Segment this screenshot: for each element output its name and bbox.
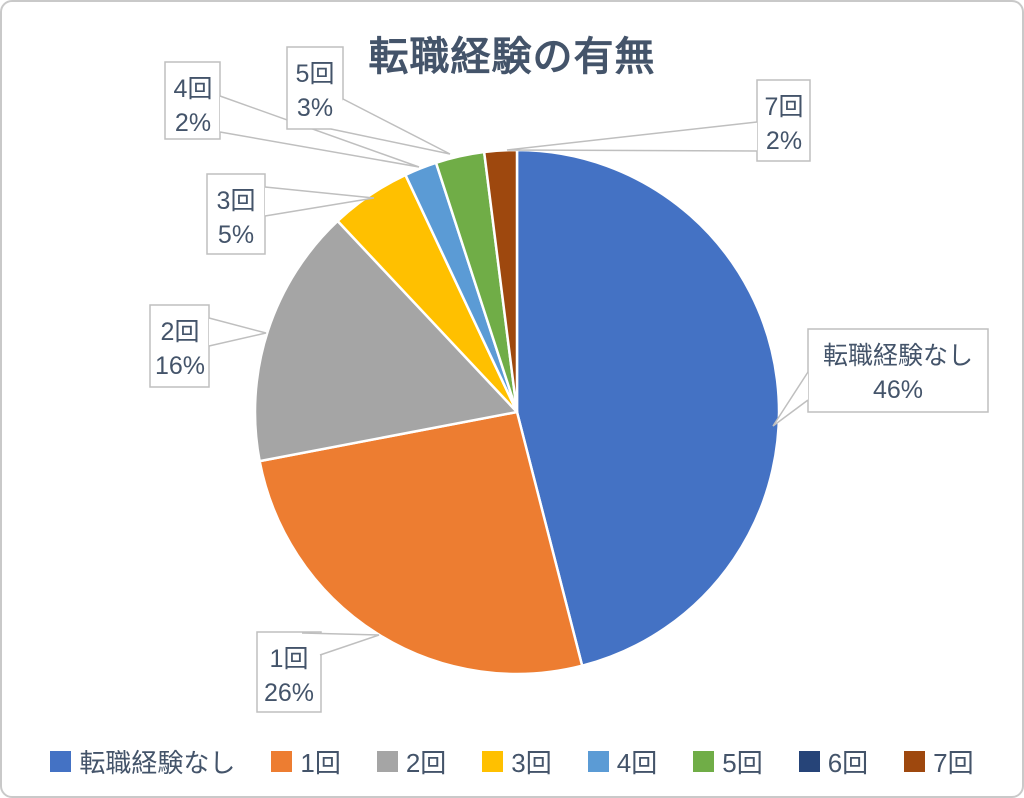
pie-slice-2[interactable] xyxy=(253,219,519,463)
legend-item-4kai[interactable]: 4回 xyxy=(587,743,657,780)
legend-item-2kai[interactable]: 2回 xyxy=(376,743,446,780)
legend: 転職経験なし 1回 2回 3回 4回 5回 6回 7回 xyxy=(2,743,1022,780)
legend-item-3kai[interactable]: 3回 xyxy=(482,743,552,780)
data-label-category: 3回 xyxy=(217,187,256,215)
data-label-percent: 46% xyxy=(873,376,923,404)
pie-slice-1[interactable] xyxy=(258,410,584,676)
data-label-percent: 5% xyxy=(218,221,254,249)
legend-item-6kai[interactable]: 6回 xyxy=(798,743,868,780)
legend-item-nashi[interactable]: 転職経験なし xyxy=(50,743,235,780)
pie-slice-0[interactable] xyxy=(515,148,781,668)
data-label-1kai[interactable]: 1回 26% xyxy=(256,631,380,713)
legend-swatch-3kai xyxy=(482,751,504,772)
data-label-category: 4回 xyxy=(174,75,213,103)
data-label-7kai[interactable]: 7回 2% xyxy=(506,79,811,162)
data-label-3kai[interactable]: 3回 5% xyxy=(206,173,375,255)
data-label-percent: 2% xyxy=(766,127,802,155)
data-label-box[interactable] xyxy=(206,173,266,255)
legend-swatch-1kai xyxy=(271,751,293,772)
data-label-leader xyxy=(208,317,267,347)
data-label-category: 2回 xyxy=(161,318,200,346)
legend-swatch-4kai xyxy=(587,751,609,772)
legend-swatch-6kai xyxy=(798,751,820,772)
data-label-leader xyxy=(772,371,809,427)
data-label-leader xyxy=(330,98,451,155)
legend-swatch-7kai xyxy=(904,751,926,772)
data-label-leader xyxy=(506,121,758,152)
data-label-percent: 26% xyxy=(264,679,314,707)
data-label-box[interactable] xyxy=(756,79,811,162)
data-label-leader xyxy=(301,632,380,656)
data-label-nashi[interactable]: 転職経験なし 46% xyxy=(772,328,989,427)
data-label-box[interactable] xyxy=(286,46,344,130)
data-label-box[interactable] xyxy=(149,304,210,388)
legend-item-1kai[interactable]: 1回 xyxy=(271,743,341,780)
data-label-category: 転職経験なし xyxy=(823,342,973,370)
pie-slices xyxy=(253,148,781,676)
data-label-leader xyxy=(264,186,375,217)
data-label-box[interactable] xyxy=(807,328,989,413)
data-label-percent: 16% xyxy=(155,352,205,380)
data-label-box[interactable] xyxy=(164,61,221,140)
legend-swatch-2kai xyxy=(376,751,398,772)
data-label-category: 1回 xyxy=(270,645,309,673)
data-label-percent: 2% xyxy=(175,109,211,137)
legend-swatch-5kai xyxy=(693,751,715,772)
chart-title: 転職経験の有無 xyxy=(368,35,656,79)
data-label-4kai[interactable]: 4回 2% xyxy=(164,61,420,168)
legend-item-5kai[interactable]: 5回 xyxy=(693,743,763,780)
data-label-2kai[interactable]: 2回 16% xyxy=(149,304,267,388)
legend-swatch-nashi xyxy=(50,751,72,772)
data-label-category: 7回 xyxy=(765,93,804,121)
data-label-percent: 3% xyxy=(297,94,333,122)
data-label-category: 5回 xyxy=(296,60,335,88)
data-label-box[interactable] xyxy=(256,631,322,713)
data-label-5kai[interactable]: 5回 3% xyxy=(286,46,451,155)
legend-item-7kai[interactable]: 7回 xyxy=(904,743,974,780)
